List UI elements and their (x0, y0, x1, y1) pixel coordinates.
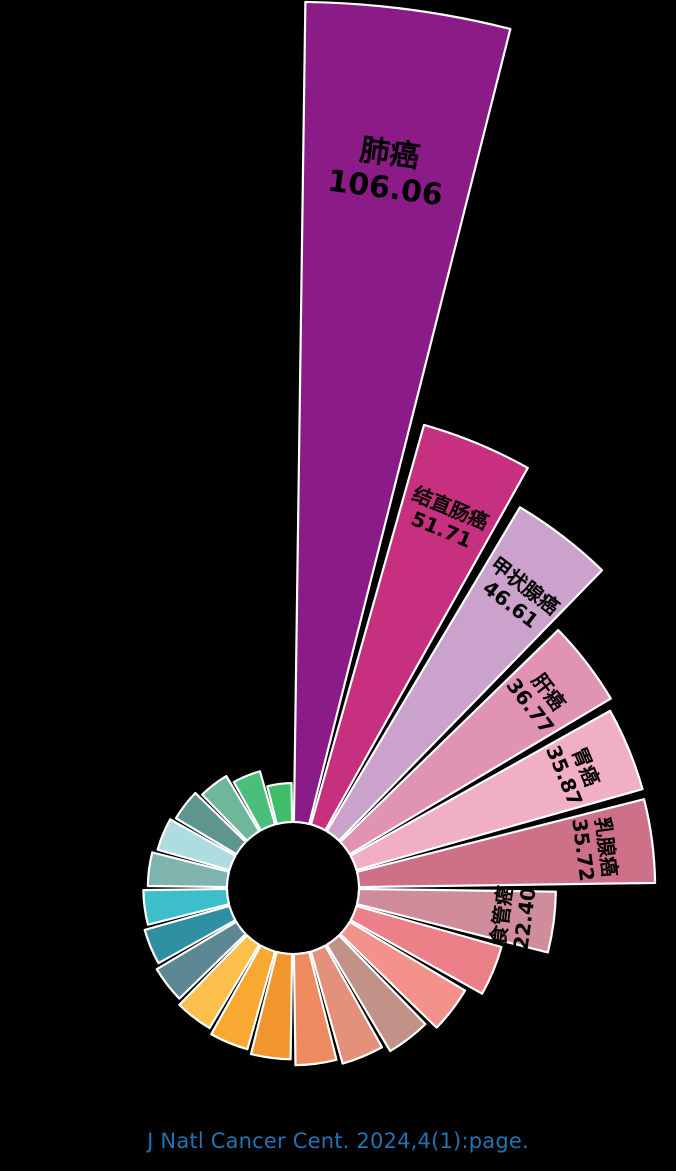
rose-slice[interactable] (309, 944, 384, 1065)
rose-slice[interactable] (232, 770, 277, 832)
rose-slice[interactable] (201, 775, 261, 842)
rose-slice[interactable] (249, 950, 294, 1061)
rose-slice[interactable] (325, 934, 427, 1053)
slice-layer (142, 0, 657, 1067)
rose-slice[interactable] (355, 798, 657, 889)
rose-slice[interactable] (292, 950, 338, 1067)
rose-slice[interactable] (178, 934, 261, 1030)
rose-slice[interactable] (292, 0, 512, 826)
rose-slice[interactable] (210, 944, 277, 1051)
citation-text: J Natl Cancer Cent. 2024,4(1):page. (147, 1129, 529, 1153)
rose-slice[interactable] (349, 709, 644, 872)
rose-slice[interactable] (309, 423, 529, 832)
slice-label-layer: 肺癌106.06结直肠癌51.71甲状腺癌46.61肝癌36.77胃癌35.87… (325, 133, 622, 952)
rose-slice[interactable] (156, 818, 237, 872)
rose-slice[interactable] (174, 791, 247, 856)
rose-slice[interactable] (142, 887, 231, 926)
slice-label-name: 肺癌 (358, 133, 422, 176)
rose-slice[interactable] (155, 920, 247, 1000)
rose-slice[interactable] (355, 887, 557, 954)
rose-slice[interactable] (143, 904, 237, 965)
rose-slice[interactable] (325, 506, 604, 842)
rose-slice[interactable] (349, 904, 503, 995)
rose-slice[interactable] (339, 920, 467, 1029)
rose-slice[interactable] (266, 781, 294, 826)
rose-slice[interactable] (339, 628, 612, 856)
rose-slice[interactable] (146, 851, 231, 889)
